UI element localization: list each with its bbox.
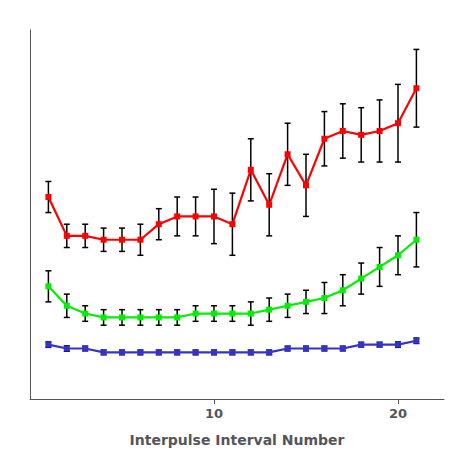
svg-text:Interpulse Interval Number: Interpulse Interval Number [130,432,345,448]
svg-text:10: 10 [205,406,223,421]
svg-text:20: 20 [389,406,407,421]
